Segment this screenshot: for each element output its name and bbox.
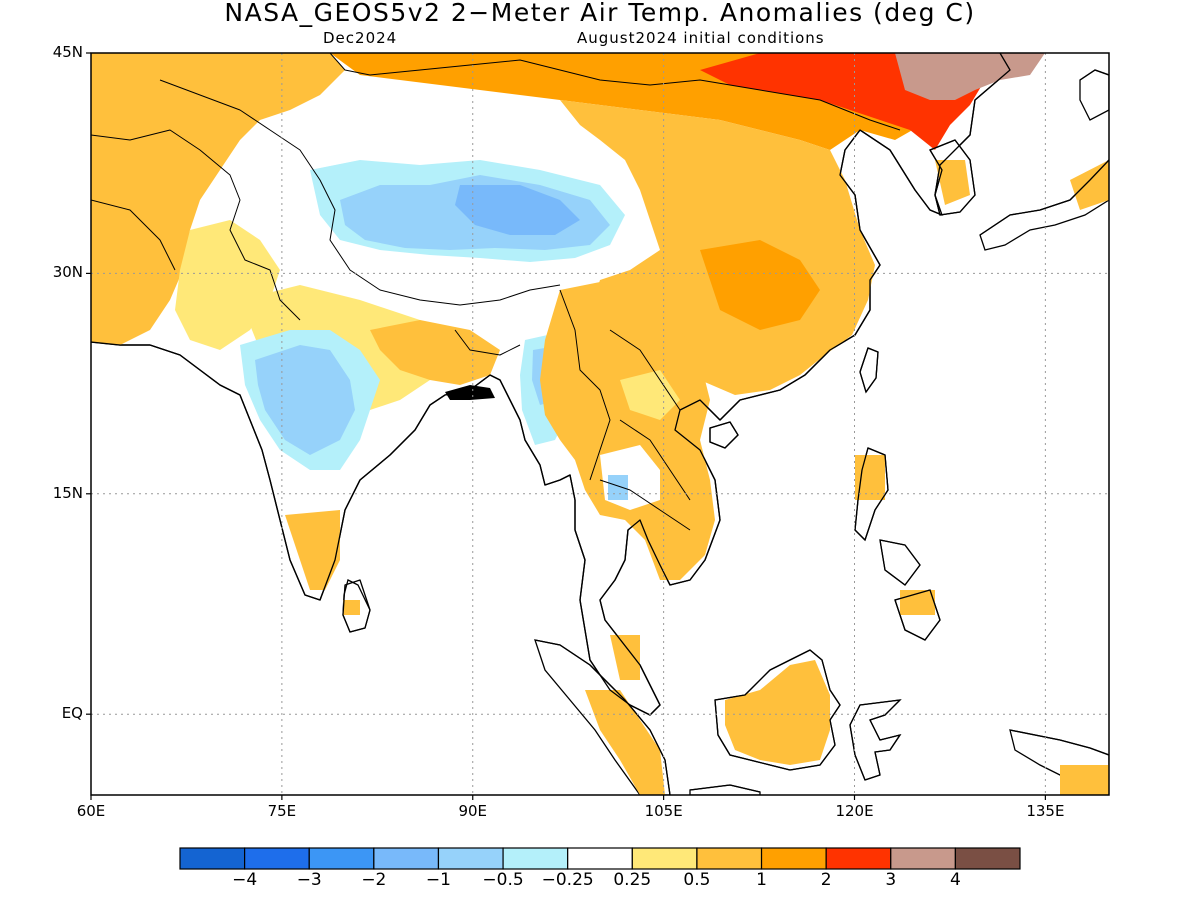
axis-ticks [86, 52, 1046, 800]
colorbar-tick-label: 2 [820, 870, 832, 890]
anomaly-korea [935, 160, 970, 205]
anomaly-sumatra [585, 690, 665, 795]
colorbar-tick-label: 0.5 [683, 870, 711, 890]
anomaly-india-east [370, 320, 500, 385]
ganges-delta [445, 385, 495, 400]
anomaly-new-guinea [1060, 765, 1109, 795]
anomaly-indochina-yellow [620, 370, 680, 420]
border-layer [91, 53, 901, 531]
colorbar-swatch [437, 847, 504, 870]
lon-tick-label: 75E [267, 802, 297, 820]
anomaly-india-cold [255, 345, 355, 455]
lon-tick-label: 90E [458, 802, 488, 820]
colorbar-swatch [825, 847, 892, 870]
colorbar-tick-label: −0.25 [541, 870, 594, 890]
colorbar-swatch [373, 847, 440, 870]
colorbar-tick-label: −0.5 [482, 870, 524, 890]
land-philippines-visayas [879, 539, 921, 586]
coastline-layer [91, 53, 1109, 795]
colorbar-tick-label: −4 [232, 870, 258, 890]
colorbar-swatch [502, 847, 569, 870]
forecast-month: Dec2024 [323, 29, 398, 47]
anomaly-indochina-blue [608, 475, 628, 500]
anomaly-japan [1070, 160, 1109, 210]
anomaly-shading [91, 53, 1109, 795]
anomaly-tibet-core [455, 185, 580, 235]
anomaly-china-south-orange [700, 240, 820, 330]
anomaly-malay [610, 635, 640, 680]
map-plot-area [91, 53, 1109, 795]
lon-tick-label: 120E [835, 802, 874, 820]
colorbar-swatch [567, 847, 633, 870]
colorbar-swatch [179, 847, 246, 870]
colorbar-tick-label: −1 [425, 870, 451, 890]
colorbar-swatch [760, 847, 827, 870]
lon-tick-label: 60E [76, 802, 106, 820]
colorbar [179, 847, 1021, 870]
plot-frame [90, 52, 1110, 796]
anomaly-borneo [725, 660, 830, 765]
lon-tick-label: 105E [644, 802, 683, 820]
lat-tick-label: 30N [52, 263, 83, 282]
colorbar-tick-label: 3 [885, 870, 897, 890]
colorbar-tick-label: 0.25 [613, 870, 652, 890]
colorbar-tick-label: −3 [296, 870, 322, 890]
lat-lon-grid [91, 53, 1109, 795]
lat-tick-label: 45N [52, 43, 83, 61]
colorbar-swatch [308, 847, 375, 870]
colorbar-tick-label: 4 [949, 870, 961, 890]
anomaly-indochina [540, 280, 715, 580]
colorbar-swatch [244, 847, 310, 870]
land-taiwan [859, 347, 879, 394]
colorbar-swatch [890, 847, 956, 870]
anomaly-sri-lanka [343, 600, 360, 615]
colorbar-tick-label: −2 [361, 870, 387, 890]
lat-tick-label: EQ [61, 704, 83, 723]
initial-conditions: August2024 initial conditions [577, 29, 825, 47]
lat-tick-label: 15N [52, 483, 83, 502]
lon-tick-label: 135E [1026, 802, 1065, 820]
anomaly-india-south [285, 510, 340, 590]
colorbar-swatch [954, 847, 1021, 870]
chart-title: NASA_GEOS5v2 2−Meter Air Temp. Anomalies… [224, 0, 976, 27]
colorbar-tick-label: 1 [756, 870, 767, 890]
anomaly-central-asia [91, 53, 345, 345]
colorbar-swatch [631, 847, 698, 870]
land-sulawesi [849, 699, 902, 781]
colorbar-swatch [696, 847, 763, 870]
